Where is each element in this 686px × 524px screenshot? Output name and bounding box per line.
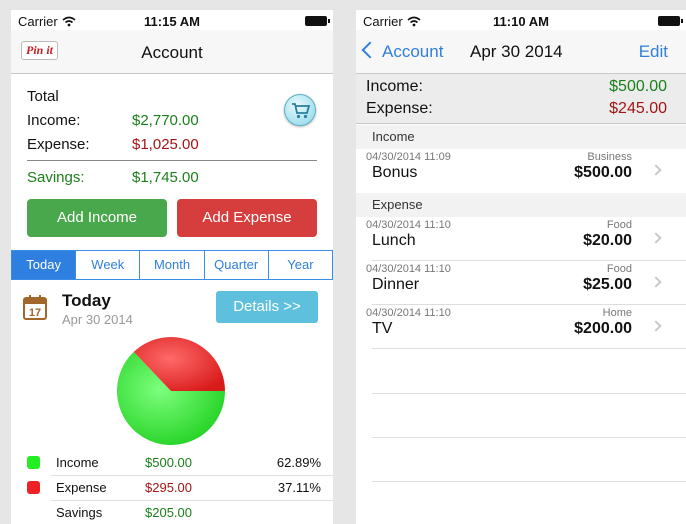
legend-name: Expense	[56, 480, 107, 495]
tab-today[interactable]: Today	[12, 251, 77, 279]
entry-name: Dinner	[372, 276, 420, 293]
list-item[interactable]: 04/30/2014 11:10 Dinner Food $25.00	[356, 261, 686, 305]
status-time: 11:10 AM	[493, 14, 549, 29]
divider	[372, 393, 686, 394]
legend-value: $500.00	[145, 455, 192, 470]
account-screen: Carrier 11:15 AM Pin it Account Total In…	[11, 10, 333, 524]
summary-income-label: Income:	[366, 78, 423, 95]
status-bar: Carrier 11:10 AM	[356, 10, 686, 30]
back-button[interactable]: Account	[361, 41, 443, 62]
period-title: Today	[62, 291, 111, 310]
carrier-label: Carrier	[18, 14, 76, 29]
entry-date: 04/30/2014 11:10	[366, 263, 451, 275]
entry-amount: $200.00	[574, 320, 632, 337]
summary-expense-value: $245.00	[609, 100, 667, 117]
entry-category: Home	[602, 307, 632, 319]
nav-bar: Account Apr 30 2014 Edit	[356, 30, 686, 74]
list-item[interactable]: 04/30/2014 11:10 Lunch Food $20.00	[356, 217, 686, 261]
carrier-label: Carrier	[363, 14, 421, 29]
savings-total-value: $1,745.00	[132, 169, 199, 186]
entry-name: Lunch	[372, 232, 416, 249]
pinit-button[interactable]: Pin it	[21, 41, 59, 60]
entry-amount: $25.00	[583, 276, 632, 293]
list-item[interactable]: 04/30/2014 11:10 TV Home $200.00	[356, 305, 686, 349]
calendar-icon: 17	[23, 295, 47, 320]
section-header-expense: Expense	[356, 193, 686, 217]
tab-year[interactable]: Year	[287, 257, 314, 272]
period-date: Apr 30 2014	[62, 312, 133, 327]
expense-color-dot	[27, 481, 40, 494]
entry-amount: $20.00	[583, 232, 632, 249]
section-header-income: Income	[356, 125, 686, 149]
list-item[interactable]: 04/30/2014 11:09 Bonus Business $500.00	[356, 149, 686, 193]
income-label: Income:	[27, 112, 81, 129]
income-total-value: $2,770.00	[132, 112, 199, 129]
entry-date: 04/30/2014 11:10	[366, 307, 451, 319]
cart-icon	[292, 103, 311, 119]
chevron-right-icon	[650, 232, 662, 244]
battery-icon	[658, 16, 683, 26]
entry-date: 04/30/2014 11:10	[366, 219, 451, 231]
legend-row-income: Income $500.00 62.89%	[11, 451, 333, 476]
legend-name: Savings	[56, 505, 103, 520]
legend-percent: 62.89%	[276, 455, 321, 470]
pie-chart	[117, 337, 225, 445]
divider	[27, 160, 317, 161]
tab-month[interactable]: Month	[140, 251, 205, 279]
divider	[372, 304, 686, 305]
expense-label: Expense:	[27, 136, 90, 153]
pie-slice-expense	[133, 337, 225, 391]
legend-percent: 37.11%	[277, 480, 321, 495]
total-label: Total	[27, 88, 59, 105]
entry-name: Bonus	[372, 164, 418, 181]
nav-bar: Pin it Account	[11, 30, 333, 74]
add-expense-button[interactable]: Add Expense	[177, 199, 317, 237]
add-income-button[interactable]: Add Income	[27, 199, 167, 237]
entry-amount: $500.00	[574, 164, 632, 181]
pie-slice-income	[117, 351, 225, 445]
expense-total-value: $1,025.00	[132, 136, 199, 153]
entry-category: Business	[587, 151, 632, 163]
day-summary: Income: $500.00 Expense: $245.00	[356, 74, 686, 124]
divider	[372, 437, 686, 438]
period-tabs: Today Week Month Quarter Year	[11, 250, 333, 280]
status-bar: Carrier 11:15 AM	[11, 10, 333, 30]
legend-value: $295.00	[145, 480, 192, 495]
calendar-day: 17	[29, 307, 41, 319]
chevron-right-icon	[650, 276, 662, 288]
entry-category: Food	[606, 263, 632, 275]
legend-row-expense: Expense $295.00 37.11%	[11, 476, 333, 501]
page-title: Account	[141, 43, 203, 62]
savings-label: Savings:	[27, 169, 85, 186]
status-time: 11:15 AM	[144, 14, 200, 29]
legend-value: $205.00	[145, 505, 192, 520]
cart-button[interactable]	[284, 94, 316, 126]
page-title: Apr 30 2014	[470, 42, 563, 61]
edit-button[interactable]: Edit	[638, 42, 668, 61]
divider	[372, 481, 686, 482]
summary-expense-label: Expense:	[366, 100, 433, 117]
chevron-right-icon	[650, 164, 662, 176]
divider	[372, 348, 686, 349]
wifi-icon	[62, 16, 76, 27]
tab-week[interactable]: Week	[76, 251, 141, 279]
entry-name: TV	[372, 320, 393, 337]
chevron-left-icon	[361, 41, 379, 59]
chevron-right-icon	[650, 320, 662, 332]
battery-icon	[305, 16, 330, 26]
divider	[372, 260, 686, 261]
summary-income-value: $500.00	[609, 78, 667, 95]
divider	[51, 475, 333, 476]
wifi-icon	[407, 16, 421, 27]
divider	[51, 500, 333, 501]
income-color-dot	[27, 456, 40, 469]
tab-quarter[interactable]: Quarter	[205, 251, 269, 279]
entry-date: 04/30/2014 11:09	[366, 151, 451, 163]
legend-row-savings: Savings $205.00	[11, 501, 333, 524]
legend-name: Income	[56, 455, 99, 470]
details-button[interactable]: Details >>	[216, 291, 318, 323]
day-detail-screen: Carrier 11:10 AM Account Apr 30 2014 Edi…	[356, 10, 686, 524]
entry-category: Food	[606, 219, 632, 231]
